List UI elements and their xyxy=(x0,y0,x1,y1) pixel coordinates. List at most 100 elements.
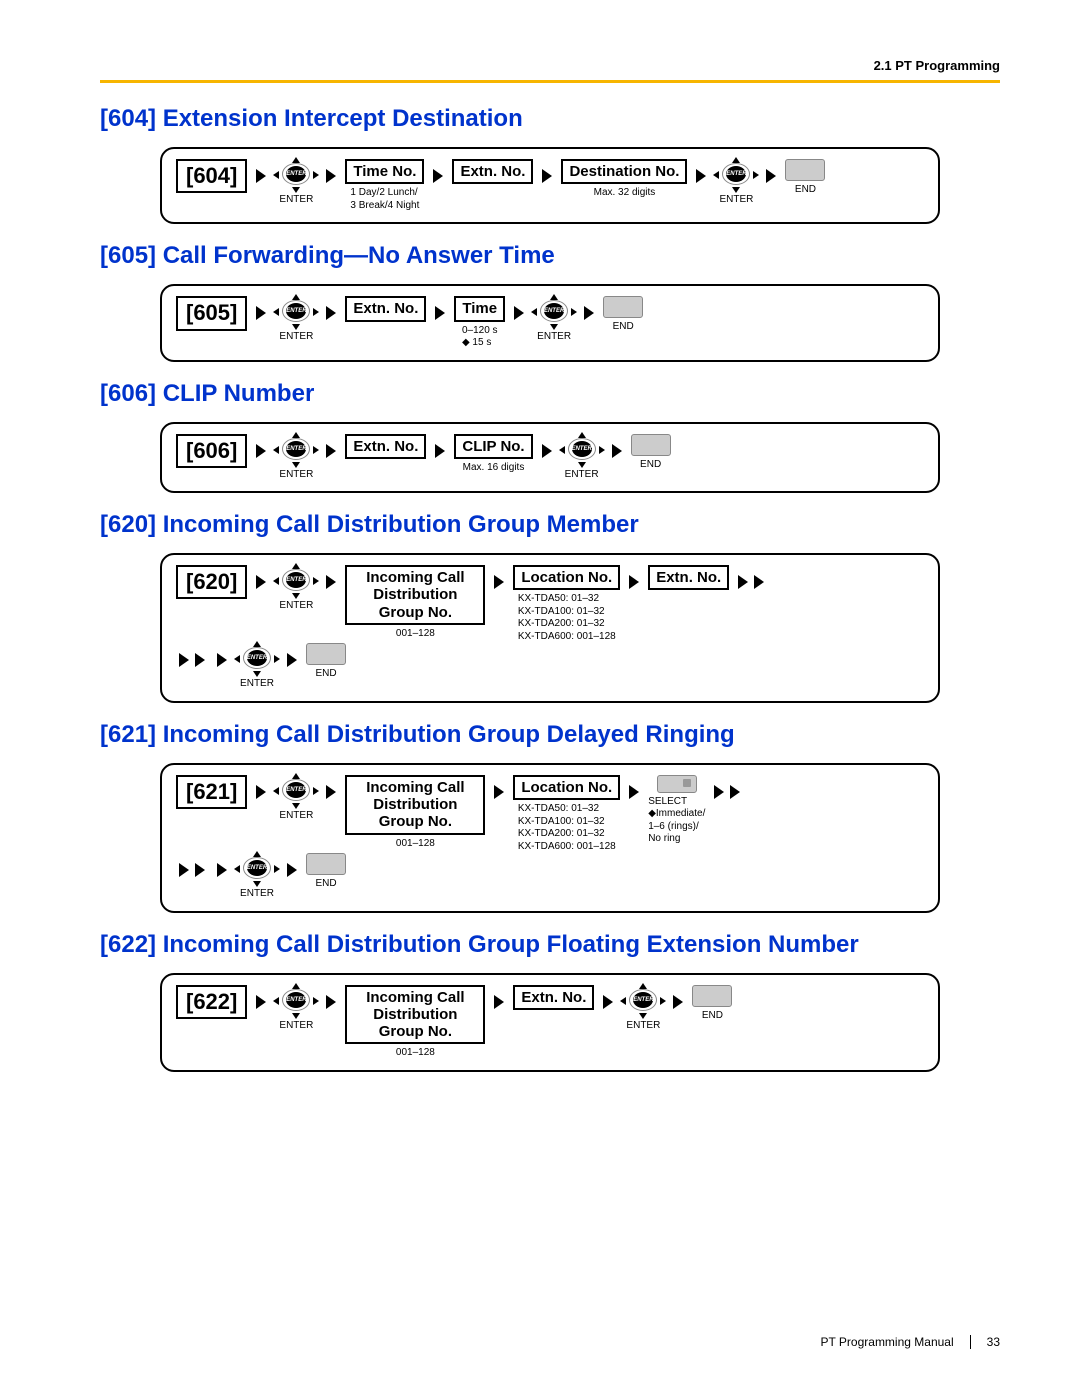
enter-icon: ENTER xyxy=(561,434,603,466)
double-arrow-icon xyxy=(176,853,208,877)
step-sublabel: ENTER xyxy=(537,331,571,344)
arrow-icon xyxy=(256,169,266,183)
arrow-icon xyxy=(494,995,504,1009)
step-sublabel: ENTER xyxy=(240,888,274,901)
enter-icon: ENTER xyxy=(275,296,317,328)
field-box: CLIP No. xyxy=(454,434,532,459)
arrow-icon xyxy=(696,169,706,183)
step-sublabel: Max. 32 digits xyxy=(594,187,656,200)
code-box: [606] xyxy=(176,434,247,468)
step-sublabel: ENTER xyxy=(279,810,313,823)
footer-manual: PT Programming Manual xyxy=(820,1335,953,1349)
arrow-icon xyxy=(629,785,639,799)
step-sublabel: KX-TDA50: 01–32KX-TDA100: 01–32KX-TDA200… xyxy=(518,593,616,643)
arrow-icon xyxy=(629,575,639,589)
enter-step: ENTER ENTER xyxy=(275,159,317,207)
end-step: END xyxy=(785,159,825,197)
enter-step: ENTER ENTER xyxy=(275,434,317,482)
flow-panel: [622] ENTER ENTER Incoming CallDistribut… xyxy=(160,973,940,1072)
field-box: Extn. No. xyxy=(345,434,426,459)
enter-icon: ENTER xyxy=(715,159,757,191)
step-sublabel: END xyxy=(702,1010,723,1023)
flow-row: [622] ENTER ENTER Incoming CallDistribut… xyxy=(176,985,924,1060)
field-step: Incoming CallDistributionGroup No. 001–1… xyxy=(345,565,485,640)
arrow-icon xyxy=(584,306,594,320)
arrow-icon xyxy=(433,169,443,183)
field-box: Location No. xyxy=(513,775,620,800)
end-icon xyxy=(603,296,643,318)
code-box: [605] xyxy=(176,296,247,330)
flow-row: [606] ENTER ENTER Extn. No. CLIP No. Max… xyxy=(176,434,924,482)
double-arrow-icon xyxy=(735,565,767,589)
code-box: [604] xyxy=(176,159,247,193)
step-sublabel: ENTER xyxy=(626,1020,660,1033)
enter-step: ENTER ENTER xyxy=(561,434,603,482)
step-sublabel: 001–128 xyxy=(396,628,435,641)
arrow-icon xyxy=(256,995,266,1009)
step-sublabel: 0–120 s◆ 15 s xyxy=(462,325,498,350)
arrow-icon xyxy=(256,444,266,458)
arrow-icon xyxy=(217,863,227,877)
step-sublabel: ENTER xyxy=(240,678,274,691)
end-step: END xyxy=(631,434,671,472)
field-box: Incoming CallDistributionGroup No. xyxy=(345,775,485,835)
footer-page: 33 xyxy=(987,1335,1000,1349)
enter-icon: ENTER xyxy=(533,296,575,328)
step-sublabel: END xyxy=(315,878,336,891)
step-sublabel: END xyxy=(315,668,336,681)
end-icon xyxy=(785,159,825,181)
arrow-icon xyxy=(179,863,189,877)
arrow-icon xyxy=(326,169,336,183)
arrow-icon xyxy=(179,653,189,667)
arrow-icon xyxy=(287,863,297,877)
section-title: [604] Extension Intercept Destination xyxy=(100,105,1000,133)
select-step: SELECT◆Immediate/1–6 (rings)/No ring xyxy=(648,775,705,846)
enter-icon: ENTER xyxy=(236,853,278,885)
field-step: Extn. No. xyxy=(345,296,426,321)
field-step: Extn. No. xyxy=(648,565,729,590)
enter-icon: ENTER xyxy=(275,775,317,807)
arrow-icon xyxy=(287,653,297,667)
arrow-icon xyxy=(766,169,776,183)
flow-row: [620] ENTER ENTER Incoming CallDistribut… xyxy=(176,565,924,643)
page-content: [604] Extension Intercept Destination [60… xyxy=(100,105,1000,1072)
arrow-icon xyxy=(494,785,504,799)
enter-icon: ENTER xyxy=(236,643,278,675)
arrow-icon xyxy=(435,306,445,320)
step-sublabel: ENTER xyxy=(565,469,599,482)
field-step: Location No. KX-TDA50: 01–32KX-TDA100: 0… xyxy=(513,565,620,643)
arrow-icon xyxy=(326,785,336,799)
double-arrow-icon xyxy=(176,643,208,667)
step-sublabel: ENTER xyxy=(720,194,754,207)
flow-panel: [604] ENTER ENTER Time No. 1 Day/2 Lunch… xyxy=(160,147,940,224)
step-sublabel: 001–128 xyxy=(396,1047,435,1060)
field-box: Destination No. xyxy=(561,159,687,184)
flow-panel: [606] ENTER ENTER Extn. No. CLIP No. Max… xyxy=(160,422,940,494)
step-sublabel: 001–128 xyxy=(396,838,435,851)
enter-step: ENTER ENTER xyxy=(236,853,278,901)
enter-step: ENTER ENTER xyxy=(533,296,575,344)
arrow-icon xyxy=(326,444,336,458)
step-sublabel: END xyxy=(795,184,816,197)
section-title: [620] Incoming Call Distribution Group M… xyxy=(100,511,1000,539)
field-step: Extn. No. xyxy=(345,434,426,459)
double-arrow-icon xyxy=(711,775,743,799)
enter-step: ENTER ENTER xyxy=(275,775,317,823)
enter-icon: ENTER xyxy=(275,565,317,597)
field-step: Location No. KX-TDA50: 01–32KX-TDA100: 0… xyxy=(513,775,620,853)
field-box: Time xyxy=(454,296,505,321)
field-box: Location No. xyxy=(513,565,620,590)
flow-panel: [621] ENTER ENTER Incoming CallDistribut… xyxy=(160,763,940,913)
header-divider xyxy=(100,80,1000,83)
field-step: Time 0–120 s◆ 15 s xyxy=(454,296,505,349)
enter-icon: ENTER xyxy=(622,985,664,1017)
step-sublabel: ENTER xyxy=(279,1020,313,1033)
step-sublabel: ENTER xyxy=(279,469,313,482)
code-box: [622] xyxy=(176,985,247,1019)
arrow-icon xyxy=(195,863,205,877)
step-sublabel: END xyxy=(640,459,661,472)
arrow-icon xyxy=(603,995,613,1009)
field-box: Incoming CallDistributionGroup No. xyxy=(345,565,485,625)
end-icon xyxy=(306,853,346,875)
section-title: [621] Incoming Call Distribution Group D… xyxy=(100,721,1000,749)
